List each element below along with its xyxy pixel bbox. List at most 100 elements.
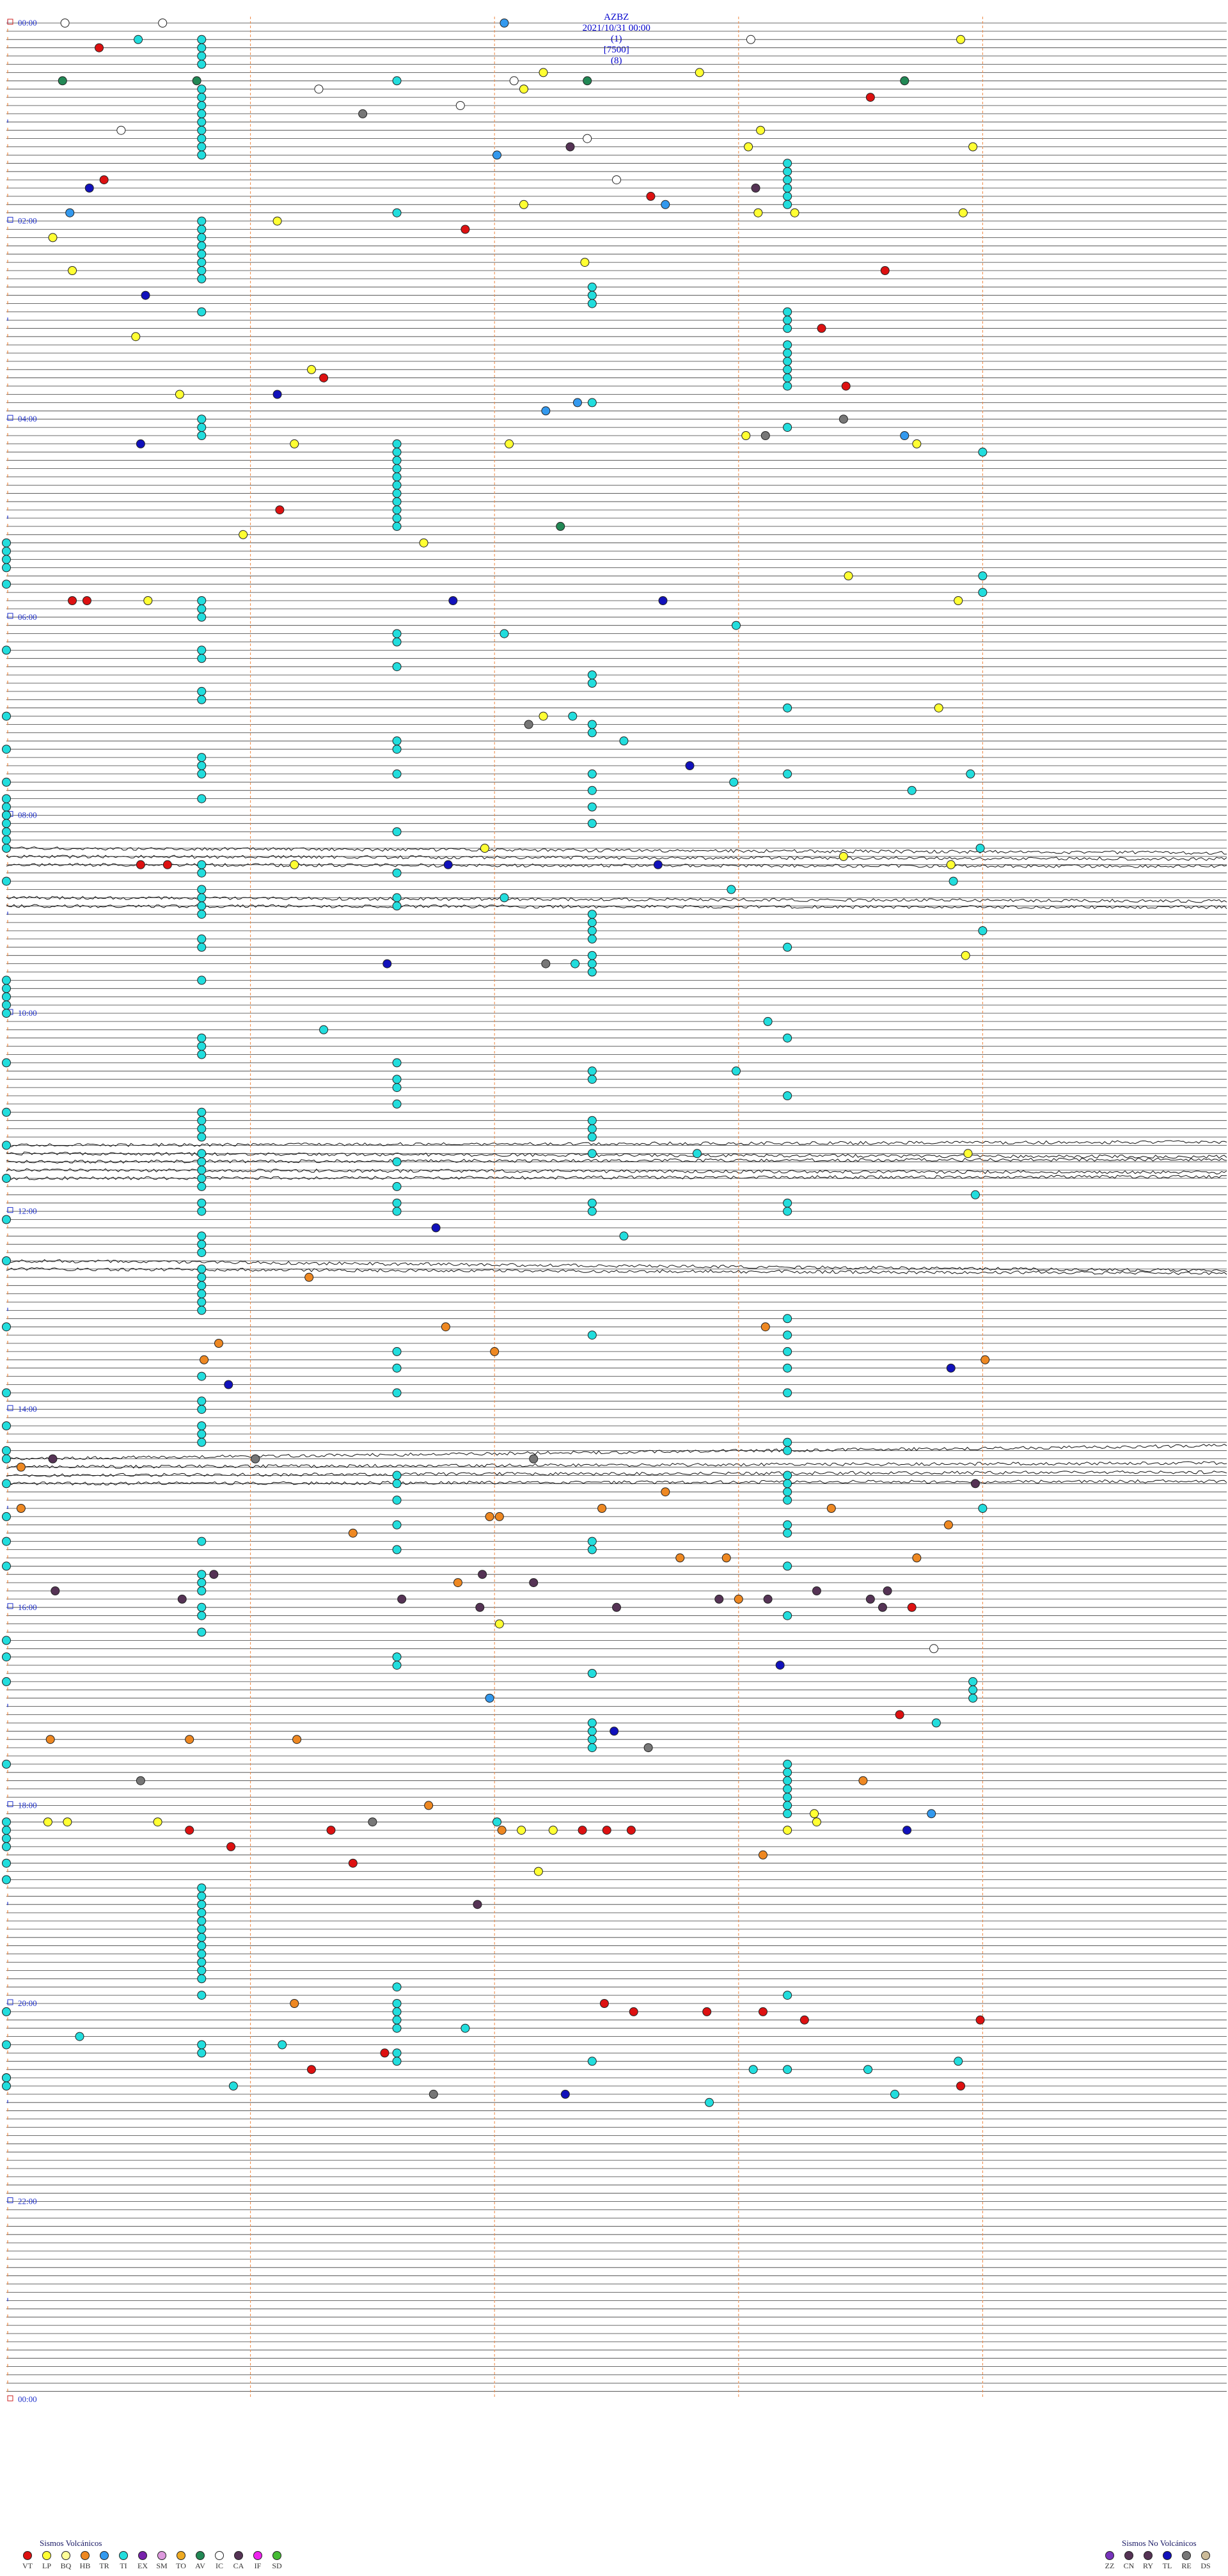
hour-label: 16:00	[18, 1602, 37, 1612]
event-ti	[197, 1586, 207, 1595]
event-lp	[810, 1809, 819, 1819]
event-tl	[653, 860, 663, 869]
legend-code: VT	[22, 2561, 33, 2570]
event-tr	[500, 19, 509, 28]
seismic-signal	[6, 1259, 1227, 1272]
event-ti	[587, 728, 597, 738]
hour-label: 04:00	[18, 414, 37, 423]
event-tr	[485, 1693, 494, 1703]
hour-box-icon	[7, 415, 13, 421]
event-ti	[783, 1198, 792, 1208]
event-ti	[197, 1966, 207, 1975]
event-ti	[197, 415, 207, 424]
event-ti	[587, 2057, 597, 2066]
hour-box-icon	[7, 1207, 13, 1213]
event-ti	[2, 1479, 11, 1489]
event-ti	[197, 868, 207, 878]
event-ti	[783, 356, 792, 366]
event-hb	[453, 1578, 462, 1588]
legend-code: BQ	[60, 2561, 72, 2570]
legend-volcanic-items: VT LP BQ HB TR TI EX SM TO AV IC CA IF SD	[18, 2550, 299, 2573]
event-hb	[490, 1347, 500, 1356]
event-ca	[177, 1594, 187, 1604]
event-ti	[587, 1132, 597, 1142]
event-ti	[197, 117, 207, 127]
event-tl	[382, 959, 392, 968]
event-ti	[2, 1107, 11, 1117]
event-lp	[539, 711, 548, 721]
event-ti	[392, 1075, 402, 1084]
event-vt	[460, 225, 470, 234]
event-ti	[587, 1075, 597, 1084]
event-ti	[197, 1883, 207, 1893]
event-ti	[783, 423, 792, 432]
event-av	[900, 76, 909, 86]
event-lp	[744, 142, 753, 152]
event-vt	[907, 1602, 917, 1612]
event-ti	[978, 447, 988, 457]
event-ti	[587, 398, 597, 407]
event-hb	[597, 1504, 607, 1513]
event-ic	[455, 101, 465, 110]
event-ti	[197, 604, 207, 613]
event-ti	[731, 1066, 741, 1076]
event-tr	[541, 406, 551, 416]
event-vt	[348, 1858, 358, 1868]
event-lp	[505, 439, 514, 448]
event-ti	[587, 720, 597, 729]
event-ti	[392, 505, 402, 515]
hour-box-icon	[7, 2197, 13, 2204]
event-ti	[931, 1718, 941, 1728]
start-datetime: 2021/10/31 00:00	[582, 23, 650, 33]
event-ti	[2, 1058, 11, 1068]
event-ti	[2, 1446, 11, 1455]
event-ti	[2, 1636, 11, 1645]
event-ti	[2, 802, 11, 812]
event-vt	[162, 860, 172, 869]
event-ti	[197, 1289, 207, 1299]
event-ca	[478, 1570, 487, 1579]
event-ti	[2, 1858, 11, 1868]
event-ic	[612, 175, 621, 185]
event-ti	[2, 876, 11, 886]
event-ic	[509, 76, 519, 86]
event-ti	[587, 1066, 597, 1076]
event-ti	[587, 1718, 597, 1728]
event-re	[838, 415, 848, 424]
event-ti	[783, 324, 792, 333]
event-ti	[978, 571, 988, 581]
legend-code: DS	[1200, 2561, 1211, 2570]
event-ti	[783, 1792, 792, 1802]
event-vt	[136, 860, 145, 869]
legend-item-lp: LP	[37, 2550, 56, 2571]
event-ti	[783, 942, 792, 952]
event-ti	[197, 1281, 207, 1290]
event-ti	[783, 191, 792, 201]
event-ti	[783, 373, 792, 383]
event-re	[368, 1817, 377, 1827]
event-vt	[629, 2007, 638, 2016]
hour-label: 14:00	[18, 1404, 37, 1414]
event-ti	[2, 1834, 11, 1843]
event-ti	[197, 1957, 207, 1967]
event-vt	[326, 1826, 336, 1835]
event-ti	[783, 1314, 792, 1324]
legend-code: SD	[272, 2561, 282, 2570]
event-ti	[783, 1471, 792, 1480]
event-ti	[783, 1437, 792, 1447]
event-ti	[2, 745, 11, 754]
event-ti	[568, 711, 578, 721]
event-ti	[978, 926, 988, 935]
event-ti	[392, 1206, 402, 1216]
event-hb	[758, 1850, 767, 1860]
event-ti	[587, 1198, 597, 1208]
event-ti	[392, 514, 402, 523]
event-ti	[2, 1826, 11, 1835]
legend-nonvolcanic-title: Sismos No Volcánicos	[1122, 2538, 1197, 2548]
event-ti	[783, 769, 792, 778]
legend-item-ry: RY	[1138, 2550, 1158, 2571]
event-ti	[197, 1916, 207, 1925]
event-re	[643, 1743, 653, 1753]
legend-dot-icon	[234, 2551, 243, 2560]
event-ti	[197, 1602, 207, 1612]
